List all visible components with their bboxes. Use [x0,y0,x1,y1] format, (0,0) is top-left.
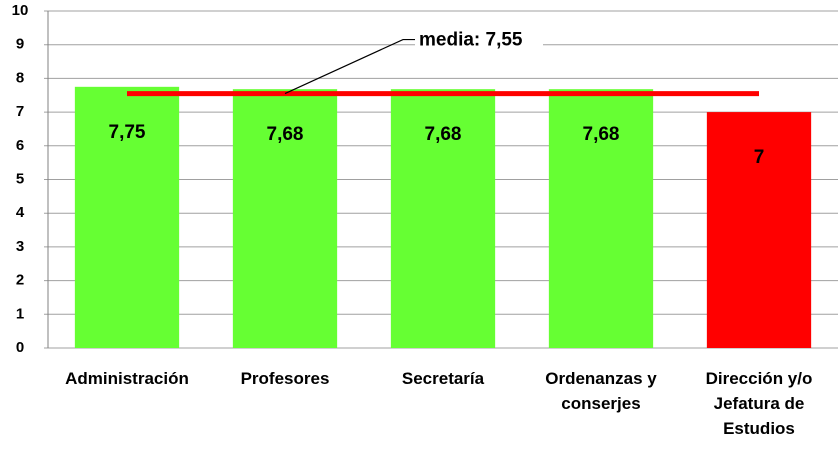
value-label: 7,68 [425,124,462,145]
y-tick-label: 1 [16,305,24,322]
x-tick-label: Dirección y/o Jefatura de Estudios [706,369,813,438]
y-tick-label: 5 [16,170,24,187]
x-tick-label-line: Administración [65,369,189,388]
x-tick-label: Secretaría [402,369,485,388]
x-tick-label-line: Secretaría [402,369,485,388]
x-tick-label: Profesores [241,369,330,388]
y-tick-label: 3 [16,238,24,255]
annotation: media: 7,55 [419,30,523,51]
value-label: 7,75 [109,122,146,143]
bar [74,86,180,348]
y-tick-label: 8 [16,69,24,86]
x-tick-label-line: Dirección y/o [706,369,813,388]
bar [548,89,654,349]
y-tick-label: 10 [12,2,29,19]
x-tick-label-line: conserjes [561,394,640,413]
bar [390,89,496,349]
y-tick-label: 9 [16,36,24,53]
value-label: 7,68 [583,124,620,145]
x-tick-label: Administración [65,369,189,388]
x-tick-label-line: Ordenanzas y [545,369,657,388]
bar [706,112,812,348]
x-tick-label-line: Profesores [241,369,330,388]
y-tick-label: 6 [16,137,24,154]
y-tick-label: 4 [16,204,25,221]
bar [232,89,338,349]
value-label: 7 [754,147,765,168]
x-tick-label-line: Jefatura de [714,394,805,413]
x-tick-label-line: Estudios [723,419,795,438]
value-label: 7,68 [267,124,304,145]
y-tick-label: 7 [16,103,24,120]
annotation-leader [284,38,417,95]
y-tick-label: 2 [16,272,24,289]
y-tick-label: 0 [16,339,24,356]
x-tick-label: Ordenanzas y conserjes [545,369,657,413]
annotation-bg [415,27,543,52]
